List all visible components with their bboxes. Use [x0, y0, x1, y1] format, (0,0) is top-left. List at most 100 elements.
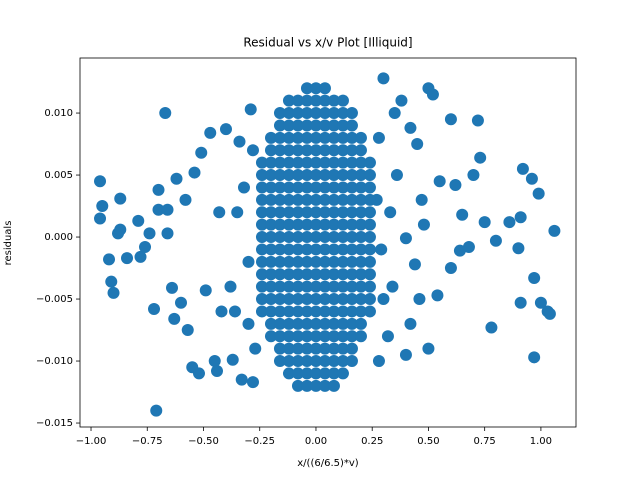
scatter-point: [273, 156, 286, 169]
scatter-point: [336, 330, 349, 343]
scatter-point: [300, 330, 313, 343]
scatter-point: [255, 181, 268, 194]
scatter-point: [399, 232, 412, 245]
scatter-point: [449, 178, 462, 191]
scatter-point: [390, 169, 403, 182]
scatter-point: [291, 231, 304, 244]
scatter-point: [354, 206, 367, 219]
scatter-point: [363, 218, 376, 231]
scatter-point: [148, 302, 161, 315]
x-tick-label: −0.75: [132, 436, 163, 447]
scatter-point: [408, 258, 421, 271]
scatter-point: [318, 317, 331, 330]
scatter-point: [231, 206, 244, 219]
scatter-point: [363, 255, 376, 268]
scatter-point: [309, 82, 322, 95]
scatter-point: [150, 404, 163, 417]
scatter-point: [300, 255, 313, 268]
scatter-point: [354, 255, 367, 268]
scatter-point: [411, 138, 424, 151]
scatter-point: [354, 156, 367, 169]
scatter-point: [300, 305, 313, 318]
scatter-point: [415, 193, 428, 206]
scatter-point: [300, 107, 313, 120]
scatter-point: [300, 193, 313, 206]
scatter-point: [336, 144, 349, 157]
scatter-point: [354, 243, 367, 256]
scatter-point: [107, 286, 120, 299]
scatter-point: [363, 231, 376, 244]
scatter-point: [291, 305, 304, 318]
scatter-point: [273, 119, 286, 132]
scatter-point: [345, 268, 358, 281]
scatter-point: [336, 342, 349, 355]
scatter-point: [282, 342, 295, 355]
scatter-point: [363, 181, 376, 194]
scatter-point: [282, 330, 295, 343]
y-axis-label: residuals: [3, 221, 14, 266]
scatter-point: [159, 107, 172, 120]
scatter-point: [327, 243, 340, 256]
scatter-point: [431, 289, 444, 302]
scatter-point: [422, 342, 435, 355]
scatter-point: [309, 255, 322, 268]
scatter-point: [363, 268, 376, 281]
scatter-point: [345, 193, 358, 206]
scatter-point: [300, 131, 313, 144]
scatter-point: [242, 255, 255, 268]
scatter-point: [291, 342, 304, 355]
scatter-point: [404, 121, 417, 134]
scatter-point: [363, 305, 376, 318]
scatter-point: [192, 367, 205, 380]
x-tick-label: −0.50: [188, 436, 219, 447]
scatter-point: [282, 305, 295, 318]
scatter-point: [300, 280, 313, 293]
scatter-point: [300, 243, 313, 256]
scatter-point: [345, 255, 358, 268]
scatter-point: [318, 293, 331, 306]
scatter-point: [336, 94, 349, 107]
scatter-point: [363, 206, 376, 219]
scatter-point: [94, 212, 107, 225]
scatter-point: [318, 119, 331, 132]
x-tick-label: −1.00: [76, 436, 107, 447]
scatter-point: [249, 342, 262, 355]
scatter-point: [264, 206, 277, 219]
scatter-point: [114, 223, 127, 236]
scatter-point: [318, 342, 331, 355]
scatter-point: [143, 227, 156, 240]
scatter-point: [300, 156, 313, 169]
scatter-point: [354, 218, 367, 231]
scatter-point: [282, 169, 295, 182]
scatter-point: [327, 355, 340, 368]
scatter-point: [273, 169, 286, 182]
scatter-point: [503, 216, 516, 229]
scatter-point: [363, 280, 376, 293]
scatter-point: [309, 119, 322, 132]
scatter-point: [528, 271, 541, 284]
scatter-point: [300, 144, 313, 157]
scatter-point: [300, 379, 313, 392]
scatter-point: [291, 156, 304, 169]
scatter-point: [372, 355, 385, 368]
scatter-point: [318, 107, 331, 120]
scatter-point: [309, 330, 322, 343]
scatter-point: [354, 268, 367, 281]
scatter-point: [121, 252, 134, 265]
scatter-point: [336, 206, 349, 219]
scatter-point: [282, 206, 295, 219]
scatter-point: [318, 243, 331, 256]
scatter-point: [255, 169, 268, 182]
scatter-point: [336, 317, 349, 330]
scatter-point: [291, 330, 304, 343]
x-tick-label: 1.00: [530, 436, 552, 447]
scatter-point: [273, 317, 286, 330]
y-tick-label: −0.010: [36, 356, 73, 367]
scatter-point: [204, 126, 217, 139]
scatter-point: [318, 305, 331, 318]
scatter-point: [417, 218, 430, 231]
scatter-point: [282, 280, 295, 293]
scatter-point: [336, 305, 349, 318]
scatter-point: [300, 293, 313, 306]
scatter-point: [273, 280, 286, 293]
